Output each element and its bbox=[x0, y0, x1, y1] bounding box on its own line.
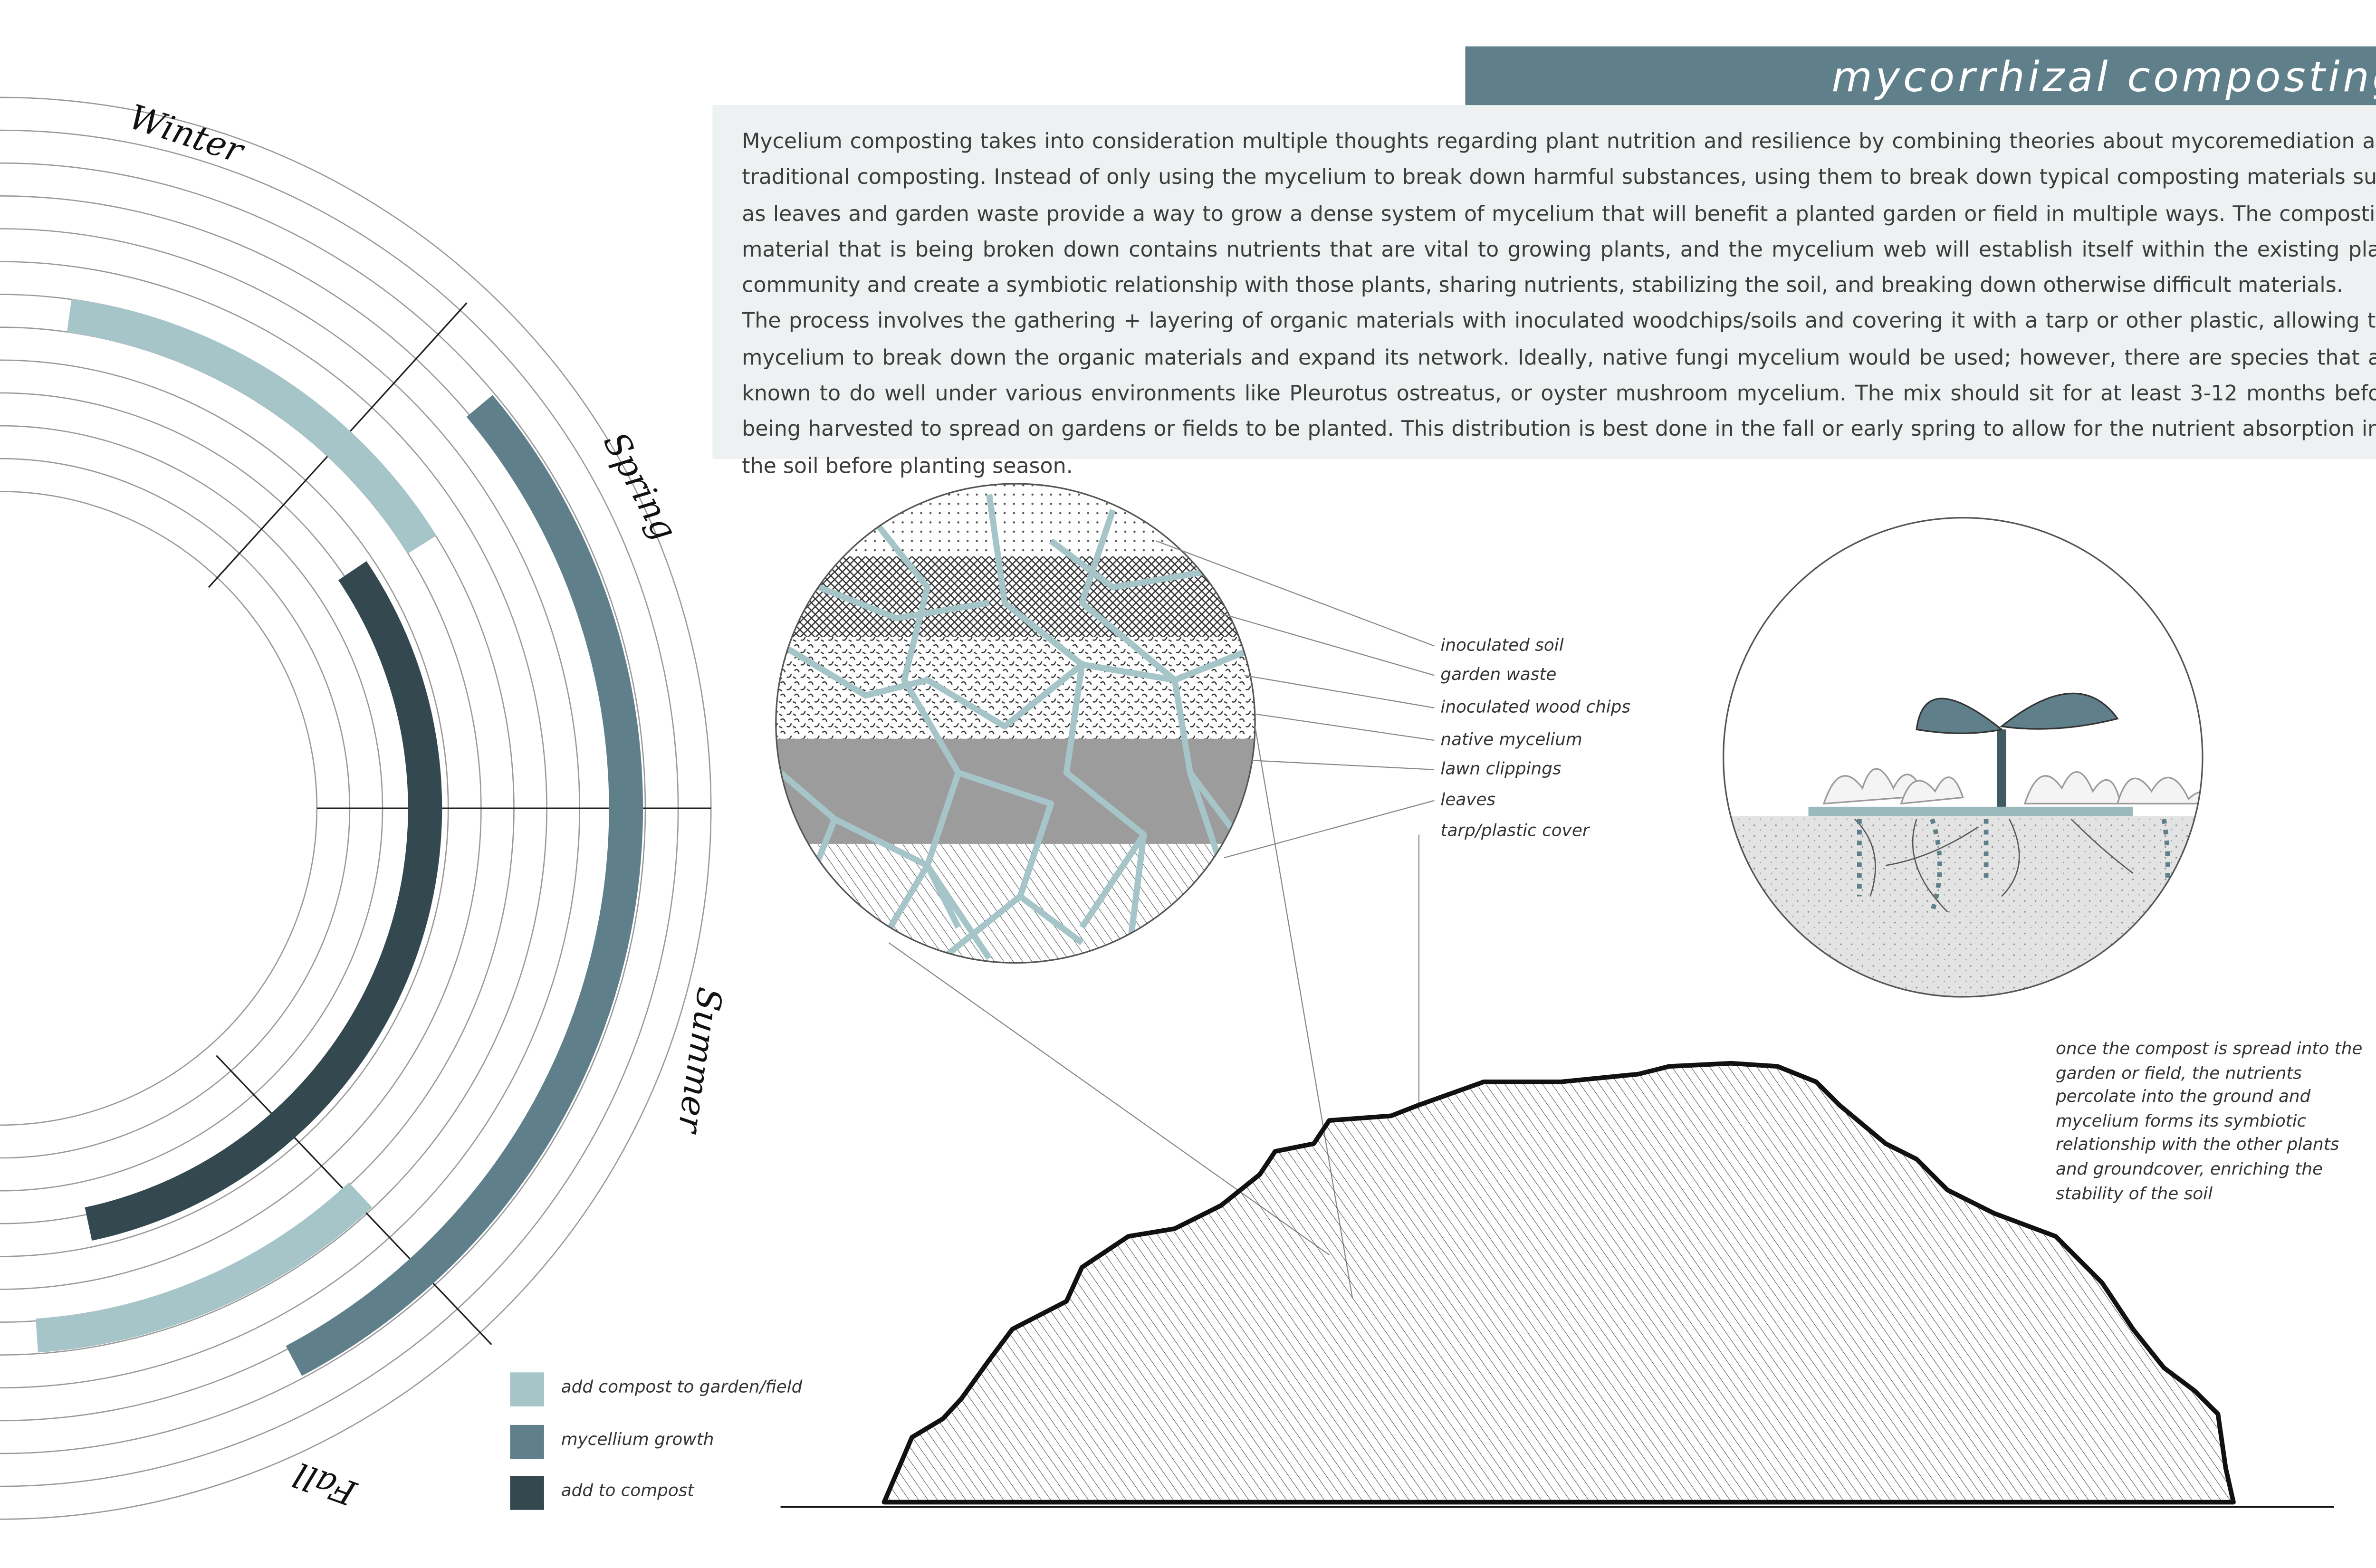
layer-label: lawn clippings bbox=[1440, 759, 1562, 779]
season-label: Fall bbox=[288, 1454, 362, 1513]
legend-swatch bbox=[510, 1476, 544, 1510]
paragraph: The process involves the gathering + lay… bbox=[742, 310, 2376, 479]
title-bar: mycorrhizal composting bbox=[1465, 46, 2376, 116]
season-arc bbox=[36, 1182, 373, 1353]
legend-swatch bbox=[510, 1425, 544, 1459]
legend-label: add to compost bbox=[561, 1480, 694, 1501]
legend-label: mycellium growth bbox=[561, 1429, 714, 1450]
layer-label: native mycelium bbox=[1440, 729, 1582, 750]
title: mycorrhizal composting bbox=[1831, 54, 2376, 102]
legend-swatch bbox=[510, 1372, 544, 1406]
legend-label: add compost to garden/field bbox=[561, 1377, 803, 1397]
layer-label: inoculated wood chips bbox=[1440, 697, 1631, 717]
layer-label: inoculated soil bbox=[1440, 635, 1564, 656]
season-wheel bbox=[0, 97, 712, 1520]
caption: once the compost is spread into the gard… bbox=[2055, 1038, 2363, 1204]
season-label: Winter bbox=[124, 97, 249, 171]
layer-label: tarp/plastic cover bbox=[1440, 821, 1590, 841]
season-label: Summer bbox=[670, 985, 729, 1137]
ring bbox=[0, 458, 350, 1159]
compost-mound bbox=[780, 1061, 2334, 1508]
ring bbox=[0, 491, 317, 1126]
planting-section bbox=[1723, 516, 2204, 998]
intro-box: Mycelium composting takes into considera… bbox=[712, 105, 2376, 478]
layer-label: garden waste bbox=[1440, 664, 1557, 685]
paragraph: Mycelium composting takes into considera… bbox=[742, 130, 2376, 299]
season-arc bbox=[286, 395, 643, 1376]
season-label: Spring bbox=[596, 426, 685, 546]
layer-label: leaves bbox=[1440, 790, 1496, 810]
season-arc bbox=[67, 298, 437, 554]
season-arc bbox=[85, 561, 442, 1241]
